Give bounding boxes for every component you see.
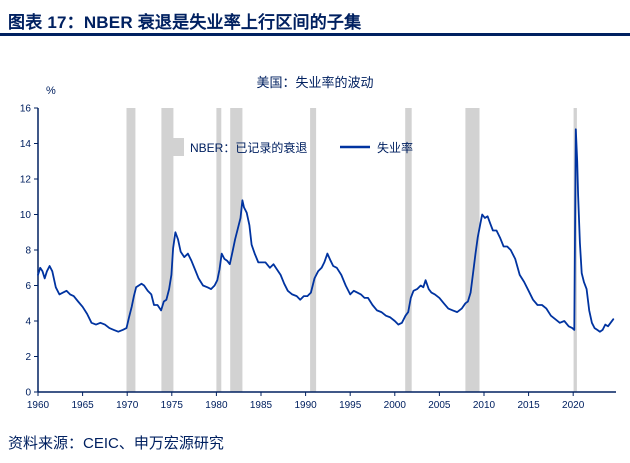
y-tick-label: 8 bbox=[25, 246, 31, 257]
x-tick-label: 2005 bbox=[428, 400, 451, 411]
x-tick-label: 2015 bbox=[517, 400, 540, 411]
recession-band bbox=[465, 108, 480, 392]
y-tick-label: 0 bbox=[25, 388, 31, 399]
recession-band bbox=[405, 108, 412, 392]
y-tick-label: 12 bbox=[20, 175, 32, 186]
legend-recession-label: NBER：已记录的衰退 bbox=[190, 140, 307, 155]
y-axis-unit-label: % bbox=[46, 85, 56, 97]
x-tick-label: 2000 bbox=[384, 400, 407, 411]
title-divider-rule bbox=[0, 33, 630, 36]
y-tick-label: 2 bbox=[25, 352, 31, 363]
y-tick-label: 16 bbox=[20, 104, 32, 115]
x-tick-label: 1995 bbox=[339, 400, 362, 411]
source-note: 资料来源：CEIC、申万宏源研究 bbox=[8, 435, 224, 452]
recession-band bbox=[126, 108, 136, 392]
x-tick-label: 1990 bbox=[294, 400, 317, 411]
x-tick-label: 1965 bbox=[71, 400, 94, 411]
recession-band bbox=[230, 108, 243, 392]
recession-band bbox=[161, 108, 174, 392]
y-tick-label: 14 bbox=[20, 139, 32, 150]
x-tick-label: 1970 bbox=[116, 400, 139, 411]
y-tick-label: 4 bbox=[25, 317, 31, 328]
x-tick-label: 1985 bbox=[250, 400, 273, 411]
unemployment-line bbox=[37, 128, 615, 333]
y-tick-label: 6 bbox=[25, 281, 31, 292]
x-tick-label: 2010 bbox=[473, 400, 496, 411]
x-tick-label: 2020 bbox=[562, 400, 585, 411]
chart-title: 美国：失业率的波动 bbox=[256, 75, 374, 90]
x-tick-label: 1975 bbox=[161, 400, 184, 411]
recession-band bbox=[310, 108, 317, 392]
x-tick-label: 1960 bbox=[27, 400, 50, 411]
unemployment-chart: 0 2 4 6 8 10 12 14 16 1960 1965 1970 1975 1980 1985 199… bbox=[20, 104, 616, 411]
legend-recession-swatch bbox=[172, 138, 184, 156]
recession-band bbox=[216, 108, 222, 392]
y-tick-label: 10 bbox=[20, 210, 32, 221]
figure-title: 图表 17：NBER 衰退是失业率上行区间的子集 bbox=[8, 13, 362, 32]
legend-line-label: 失业率 bbox=[377, 140, 413, 155]
x-tick-label: 1980 bbox=[205, 400, 228, 411]
